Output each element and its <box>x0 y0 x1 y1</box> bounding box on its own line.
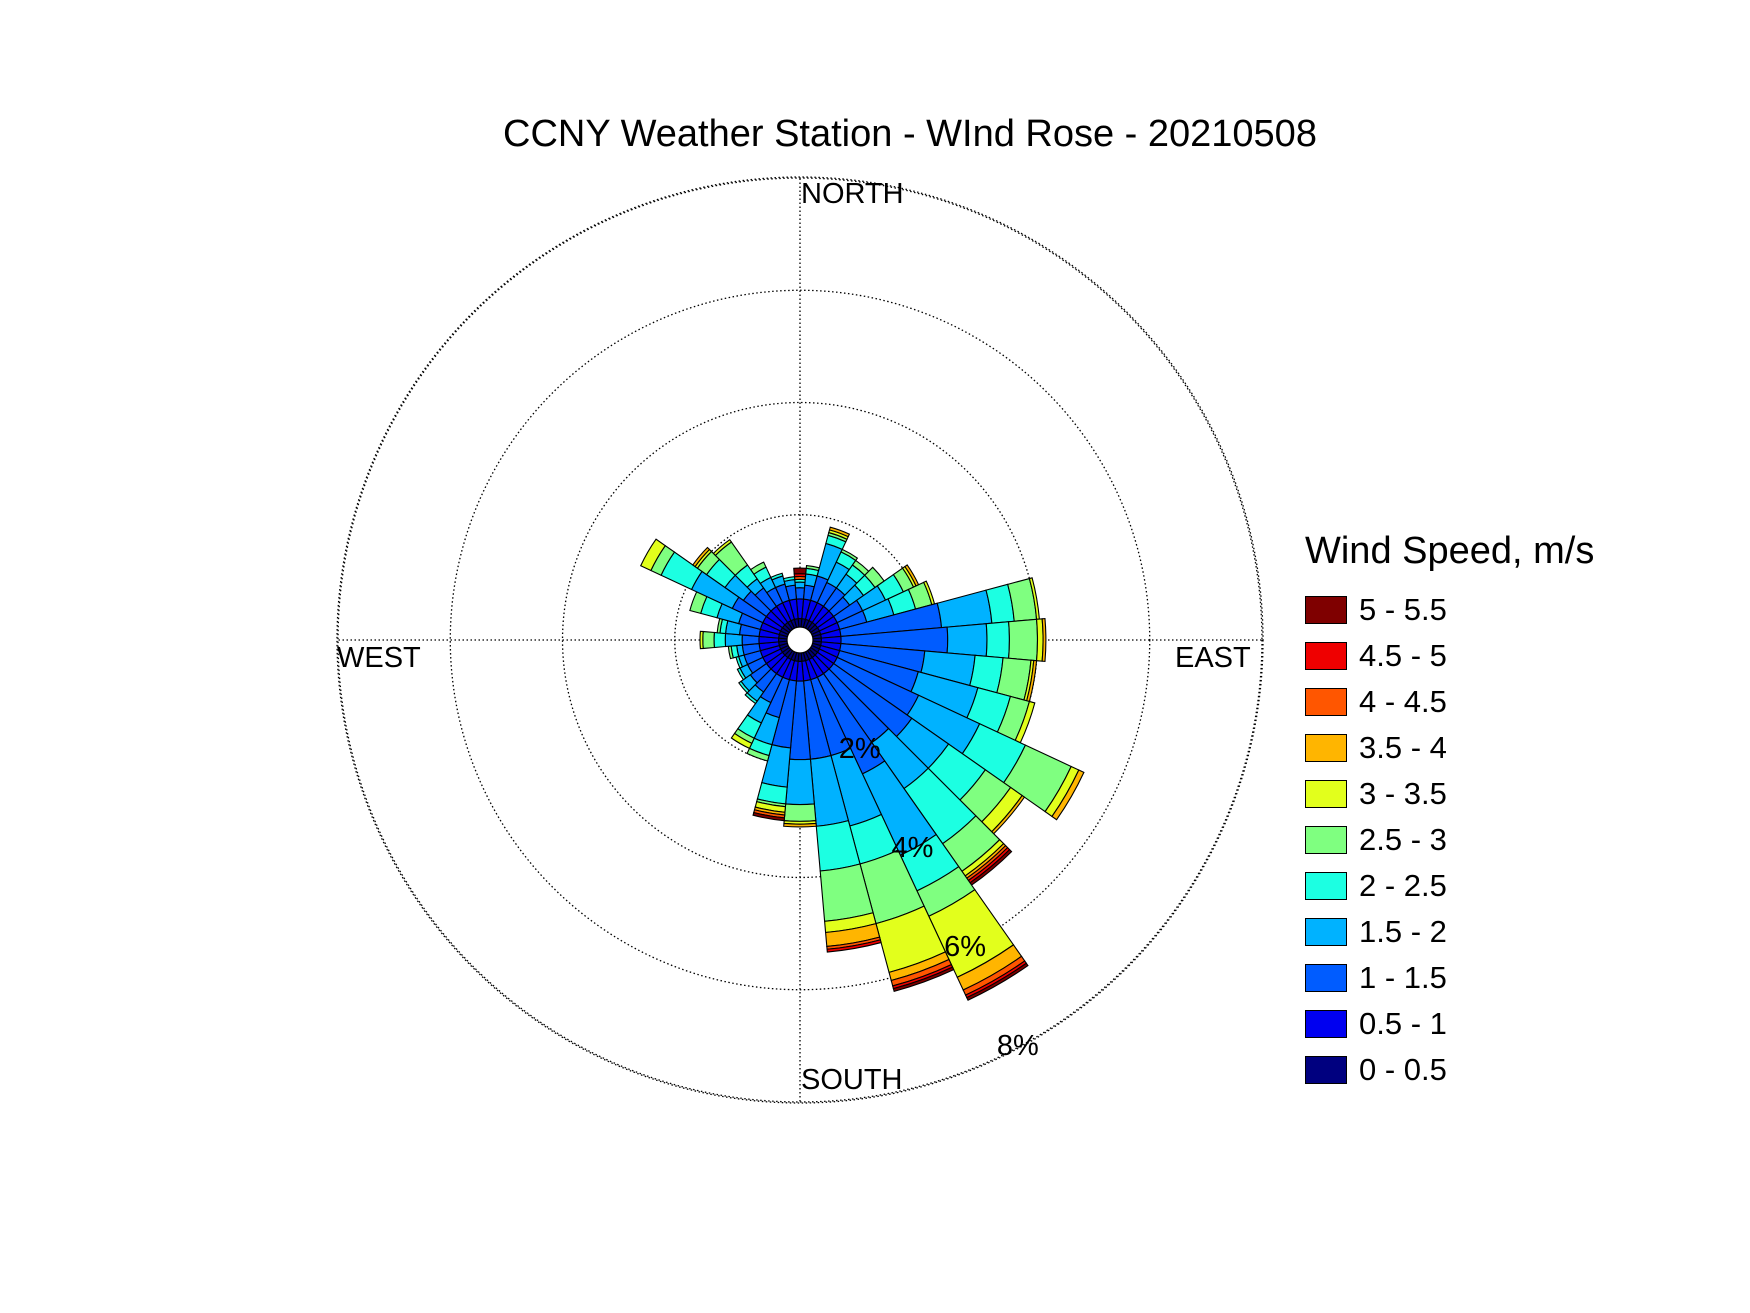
legend-swatch <box>1305 872 1347 900</box>
wedge-270-bin-5 <box>702 630 715 650</box>
legend-label: 2 - 2.5 <box>1359 868 1447 903</box>
legend: Wind Speed, m/s 5 - 5.5 4.5 - 5 4 - 4.5 3.5… <box>1305 530 1594 1093</box>
wedge-90-bin-4 <box>985 621 1010 659</box>
legend-title: Wind Speed, m/s <box>1305 530 1595 572</box>
legend-item: 3.5 - 4 <box>1305 725 1594 771</box>
wedge-350-bin-4 <box>782 576 796 583</box>
legend-swatch <box>1305 688 1347 716</box>
legend-swatch <box>1305 964 1347 992</box>
legend-label: 4.5 - 5 <box>1359 638 1447 673</box>
wedge-20-bin-7 <box>828 526 851 538</box>
legend-label: 0.5 - 1 <box>1359 1006 1447 1041</box>
legend-item: 0.5 - 1 <box>1305 1001 1594 1047</box>
direction-label-south: SOUTH <box>801 1064 903 1096</box>
legend-item: 5 - 5.5 <box>1305 587 1594 633</box>
legend-swatch <box>1305 1010 1347 1038</box>
legend-swatch <box>1305 780 1347 808</box>
legend-item: 2 - 2.5 <box>1305 863 1594 909</box>
wedge-270-bin-6 <box>699 630 704 650</box>
wedge-190-bin-10 <box>752 811 786 822</box>
wedge-310-bin-7 <box>692 546 711 568</box>
ring-label-8: 8% <box>996 1029 1039 1062</box>
legend-swatch <box>1305 826 1347 854</box>
ring-label-2: 2% <box>838 732 881 765</box>
legend-swatch <box>1305 596 1347 624</box>
direction-label-west: WEST <box>337 642 421 674</box>
legend-item: 2.5 - 3 <box>1305 817 1594 863</box>
legend-label: 2.5 - 3 <box>1359 822 1447 857</box>
legend-label: 1.5 - 2 <box>1359 914 1447 949</box>
legend-label: 4 - 4.5 <box>1359 684 1447 719</box>
wedge-210-bin-6 <box>730 732 753 750</box>
wedge-330-bin-5 <box>749 561 767 575</box>
wind-rose-bars <box>639 526 1085 1001</box>
legend-swatch <box>1305 734 1347 762</box>
legend-label: 5 - 5.5 <box>1359 592 1447 627</box>
direction-label-east: EAST <box>1175 642 1251 674</box>
legend-item: 1 - 1.5 <box>1305 955 1594 1001</box>
legend-label: 0 - 0.5 <box>1359 1052 1447 1087</box>
chart-title: CCNY Weather Station - WInd Rose - 20210… <box>503 113 1317 155</box>
wedge-160-bin-10 <box>892 966 955 993</box>
legend-item: 0 - 0.5 <box>1305 1047 1594 1093</box>
wedge-180-bin-7 <box>783 822 817 828</box>
wedge-150-bin-10 <box>966 962 1029 1001</box>
legend-items: 5 - 5.5 4.5 - 5 4 - 4.5 3.5 - 4 3 - 3.5 2.5 -… <box>1305 587 1594 1093</box>
grid-ring-6 <box>449 289 1151 991</box>
legend-swatch <box>1305 1056 1347 1084</box>
wedge-90-bin-7 <box>1041 617 1047 663</box>
legend-item: 4 - 4.5 <box>1305 679 1594 725</box>
legend-label: 1 - 1.5 <box>1359 960 1447 995</box>
wedge-80-bin-3 <box>936 589 993 629</box>
grid-ring-8 <box>337 177 1263 1103</box>
wedge-120-bin-7 <box>1051 769 1085 821</box>
legend-label: 3.5 - 4 <box>1359 730 1447 765</box>
legend-item: 4.5 - 5 <box>1305 633 1594 679</box>
ring-label-4: 4% <box>891 831 934 864</box>
wedge-90-bin-5 <box>1008 618 1039 662</box>
legend-label: 3 - 3.5 <box>1359 776 1447 811</box>
legend-item: 1.5 - 2 <box>1305 909 1594 955</box>
wedge-340-bin-4 <box>770 572 784 581</box>
ring-label-6: 6% <box>944 930 987 963</box>
wedge-270-bin-3 <box>724 632 743 648</box>
wedge-300-bin-6 <box>639 538 666 572</box>
wedge-220-bin-4 <box>744 692 758 705</box>
legend-swatch <box>1305 642 1347 670</box>
direction-label-north: NORTH <box>801 178 904 210</box>
wedge-0-bin-3 <box>794 581 806 589</box>
legend-item: 3 - 3.5 <box>1305 771 1594 817</box>
wedge-230-bin-4 <box>738 680 750 694</box>
wedge-90-bin-3 <box>946 623 988 657</box>
wedge-200-bin-5 <box>746 747 770 762</box>
wedge-320-bin-6 <box>712 538 733 557</box>
wedge-270-bin-4 <box>713 631 727 649</box>
wedge-30-bin-5 <box>840 548 859 562</box>
grid-ring-outer <box>336 176 1264 1104</box>
wedge-0-bin-10 <box>793 567 807 575</box>
legend-swatch <box>1305 918 1347 946</box>
wedge-180-bin-3 <box>785 758 815 806</box>
wedge-180-bin-5 <box>783 803 817 822</box>
center-hole <box>786 626 814 654</box>
wedge-240-bin-4 <box>736 667 747 681</box>
wedge-170-bin-9 <box>826 939 882 953</box>
